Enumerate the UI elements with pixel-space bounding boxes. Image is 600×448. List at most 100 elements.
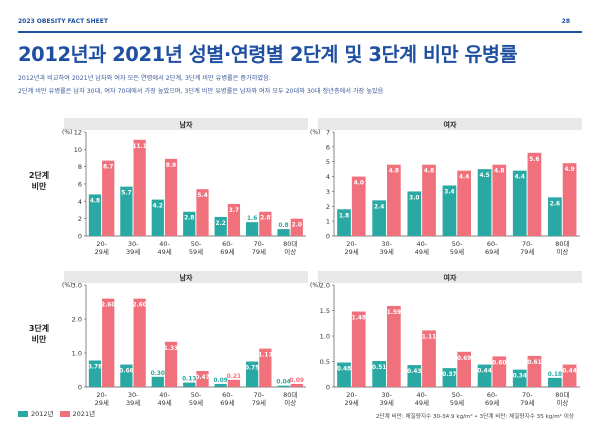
chart1-bar-2012 [88, 194, 102, 236]
chart2-bar-2012 [512, 170, 527, 236]
chart4-unit-label: (%) [310, 282, 320, 289]
chart1-xtick-label: 80대 [283, 240, 297, 248]
chart1-data-label-2021: 3.7 [229, 208, 239, 214]
chart2-bar-2021 [562, 163, 577, 236]
chart4-data-label-2021: 0.60 [492, 360, 506, 366]
chart2-unit-label: (%) [310, 129, 320, 136]
chart3-ytick-label: 0 [78, 384, 82, 392]
chart3-bar-2021 [196, 371, 209, 387]
chart1-bar-2021 [290, 218, 303, 236]
chart2-bar-2021 [387, 164, 401, 236]
chart3-data-label-2021: 1.13 [258, 353, 272, 359]
chart2-ytick-label: 2 [326, 203, 330, 211]
subtitle-line-1: 2012년과 비교하여 2021년 남자와 여자 모든 연령에서 2단계, 3단… [18, 75, 271, 82]
chart3-ytick-label: 2.0 [72, 316, 82, 324]
chart1-xtick-label: 이상 [284, 247, 296, 256]
chart1-data-label-2021: 8.9 [166, 163, 176, 169]
chart1-data-label-2012: 5.7 [121, 191, 131, 197]
chart2-xtick-label: 49세 [415, 247, 429, 256]
legend-label-2021: 2021년 [72, 410, 96, 418]
chart3-data-label-2012: 0.09 [214, 378, 228, 384]
chart1-bar-2012 [214, 216, 227, 236]
chart2-xtick-label: 39세 [380, 247, 394, 256]
chart3-bar-2012 [277, 385, 290, 387]
chart4-xtick-label: 이상 [556, 398, 568, 407]
row-label-stage3-line2: 비만 [31, 335, 47, 344]
chart3-bar-2021 [227, 379, 241, 387]
chart3-bar-2021 [290, 383, 303, 387]
chart3-data-label-2012: 0.30 [151, 371, 165, 377]
chart4-bar-2012 [548, 377, 562, 387]
chart1-xtick-label: 29세 [95, 247, 109, 256]
chart4-bar-2012 [407, 365, 422, 387]
chart3-bar-2021 [133, 298, 146, 387]
chart2-ytick-label: 0 [326, 233, 330, 241]
chart1-ytick-label: 2 [78, 215, 82, 223]
page-title: 2012년과 2021년 성별·연령별 2단계 및 3단계 비만 유병률 [18, 43, 518, 66]
chart3-data-label-2012: 0.04 [276, 380, 290, 386]
chart2-bar-2012 [372, 200, 387, 236]
chart3-xtick-label: 30- [128, 391, 139, 399]
chart2-data-label-2012: 4.5 [479, 173, 489, 179]
chart2-xtick-label: 80대 [555, 240, 569, 248]
chart3-data-label-2012: 0.78 [88, 364, 102, 370]
chart1-bar-2012 [245, 222, 259, 236]
chart4-title-bar [318, 271, 582, 283]
chart1-bar-2021 [164, 158, 178, 236]
chart2-ytick-label: 7 [326, 129, 330, 137]
chart2-ytick-label: 3 [326, 188, 330, 196]
chart3-bar-2021 [164, 341, 178, 387]
report-series-label: 2023 OBESITY FACT SHEET [18, 18, 108, 25]
chart1-data-label-2012: 0.8 [278, 223, 288, 229]
chart1-xtick-label: 50- [191, 240, 202, 248]
chart1-ytick-label: 0 [78, 233, 82, 241]
chart3-bar-2012 [120, 364, 133, 387]
chart1-data-label-2012: 2.8 [184, 216, 194, 222]
chart2-data-label-2021: 4.8 [424, 169, 434, 175]
chart2-data-label-2012: 1.8 [339, 213, 349, 219]
chart4-xtick-label: 79세 [520, 398, 534, 407]
chart1-data-label-2021: 11.1 [132, 144, 146, 150]
chart4-ytick-label: 0.5 [320, 358, 330, 366]
chart1-bar-2021 [196, 189, 209, 236]
chart2-bar-2021 [457, 170, 472, 236]
chart1-data-label-2021: 2.8 [260, 216, 270, 222]
chart1-data-label-2012: 2.2 [216, 221, 226, 227]
chart3-xtick-label: 50- [191, 391, 202, 399]
chart4-data-label-2012: 0.18 [548, 372, 562, 378]
chart4-data-label-2012: 0.51 [372, 365, 386, 371]
chart4-xtick-label: 29세 [344, 398, 358, 407]
chart1-bar-2021 [259, 211, 272, 236]
row-label-stage3-line1: 3단계 [28, 324, 50, 333]
chart3-bar-2021 [102, 298, 115, 387]
chart4-data-label-2012: 0.44 [477, 369, 491, 375]
chart4-xtick-label: 30- [381, 391, 392, 399]
chart3-unit-label: (%) [62, 282, 72, 289]
chart4-xtick-label: 60- [487, 391, 498, 399]
chart2-bar-2021 [351, 176, 366, 236]
chart4-xtick-label: 59세 [450, 398, 464, 407]
header-rule [18, 31, 582, 33]
chart3-bar-2012 [183, 382, 196, 387]
chart1-data-label-2021: 8.7 [103, 165, 113, 171]
chart4-data-label-2012: 0.48 [337, 367, 351, 373]
chart2-xtick-label: 59세 [450, 247, 464, 256]
chart1-xtick-label: 70- [254, 240, 265, 248]
chart1-title-bar [64, 118, 308, 130]
chart2-data-label-2012: 4.4 [515, 175, 525, 181]
chart1-bar-2012 [151, 199, 164, 236]
chart4-bar-2012 [512, 369, 527, 387]
chart4-ytick-label: 1.5 [320, 307, 330, 315]
chart4-bar-2021 [387, 305, 401, 387]
chart1-title: 남자 [180, 120, 193, 129]
row-label-stage3: 3단계 비만 [20, 323, 58, 345]
chart3-xtick-label: 59세 [189, 398, 203, 407]
chart2-xtick-label: 30- [381, 240, 392, 248]
chart1-bar-2012 [120, 186, 133, 236]
chart4-data-label-2021: 1.59 [387, 310, 401, 316]
chart4-xtick-label: 80대 [555, 391, 569, 399]
chart2-ytick-label: 4 [326, 173, 330, 181]
chart4-bar-2012 [337, 362, 351, 387]
chart2-xtick-label: 70- [522, 240, 533, 248]
